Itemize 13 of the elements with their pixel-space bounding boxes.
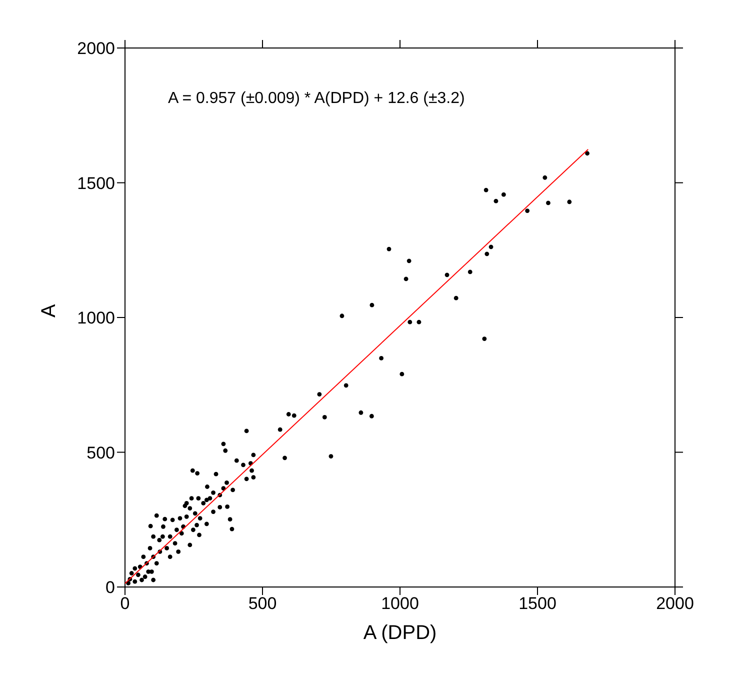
y-tick-label: 2000: [77, 39, 115, 58]
x-tick-label: 1000: [381, 594, 419, 614]
y-tick-label: 1000: [77, 308, 115, 328]
annotation: A = 0.957 (±0.009) * A(DPD) + 12.6 (±3.2): [168, 90, 465, 108]
x-tick-label: 500: [248, 594, 277, 614]
y-tick-label: 500: [86, 443, 115, 462]
y-tick-label: 1500: [77, 174, 115, 193]
x-tick-label: 0: [120, 594, 130, 614]
x-tick-label: 1500: [518, 594, 556, 614]
y-axis-title: A: [38, 304, 60, 318]
y-tick-label: 0: [106, 578, 115, 598]
x-axis-title: A (DPD): [363, 622, 437, 644]
x-tick-label: 2000: [656, 594, 694, 614]
